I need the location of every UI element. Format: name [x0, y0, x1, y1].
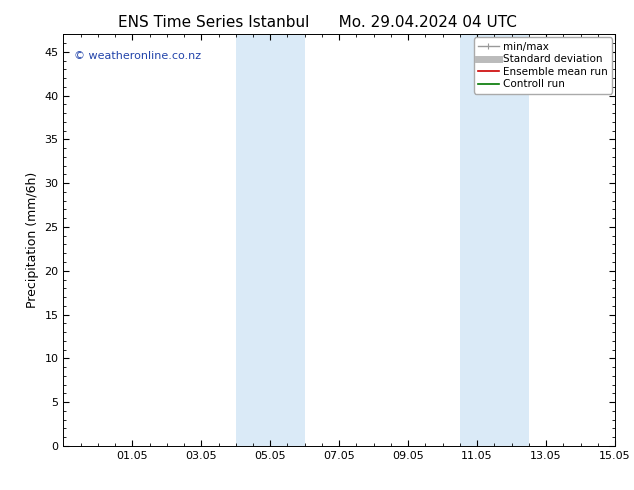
- Text: ENS Time Series Istanbul      Mo. 29.04.2024 04 UTC: ENS Time Series Istanbul Mo. 29.04.2024 …: [117, 15, 517, 30]
- Bar: [236, 34, 305, 446]
- Legend: min/max, Standard deviation, Ensemble mean run, Controll run: min/max, Standard deviation, Ensemble me…: [474, 37, 612, 94]
- Y-axis label: Precipitation (mm/6h): Precipitation (mm/6h): [26, 172, 39, 308]
- Text: © weatheronline.co.nz: © weatheronline.co.nz: [74, 51, 202, 61]
- Bar: [460, 34, 529, 446]
